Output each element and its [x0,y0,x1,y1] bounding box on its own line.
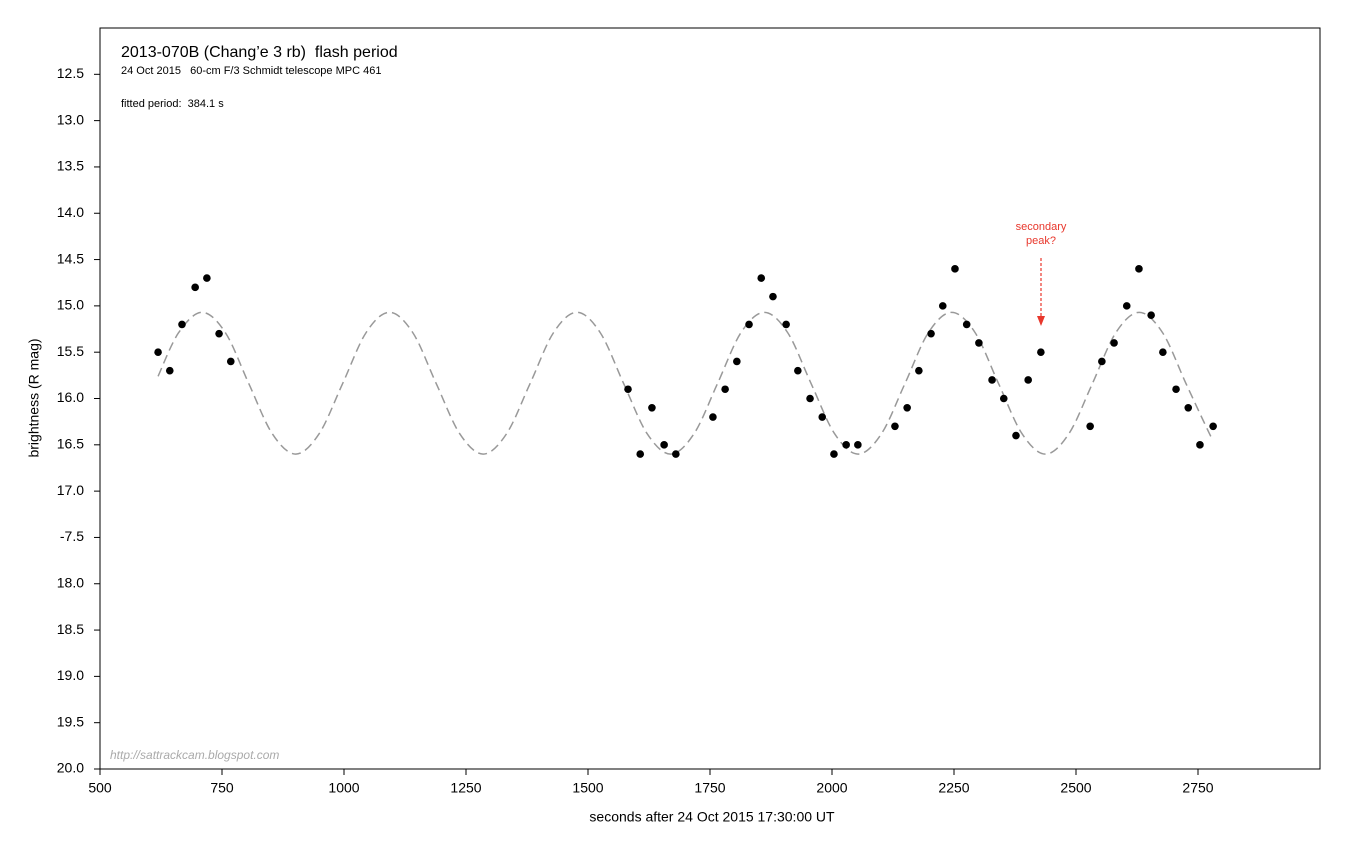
fit-curve [157,311,1214,455]
data-point [903,403,911,412]
y-tick-label: 20.0 [57,760,84,776]
y-tick-label: 18.5 [57,621,84,637]
x-tick-label: 1000 [328,780,359,796]
x-axis-label: seconds after 24 Oct 2015 17:30:00 UT [589,809,835,825]
data-point [1196,441,1204,449]
data-point [757,274,766,282]
data-point [975,339,983,347]
x-tick-label: 750 [210,780,234,796]
data-point [999,394,1008,403]
y-tick-label: 12.5 [57,65,84,81]
data-point [226,357,235,366]
data-point [1209,422,1217,431]
data-point [1037,348,1045,356]
chart-subtitle: 24 Oct 2015 60-cm F/3 Schmidt telescope … [121,65,381,77]
data-point [624,385,632,394]
data-point [854,441,862,449]
y-tick-label: 15.5 [57,343,84,359]
data-point [938,302,947,310]
x-tick-label: 1750 [694,780,725,796]
annotation-text: secondary [1016,221,1067,233]
data-point [648,403,656,412]
data-point [891,422,899,431]
data-point [769,292,777,301]
data-point [842,441,850,449]
data-point [1122,302,1131,310]
data-point [1135,265,1143,273]
data-point [951,265,959,273]
y-tick-label: 16.0 [57,389,84,405]
data-point [818,413,827,421]
data-point [1172,385,1180,394]
data-point [962,320,971,329]
data-point [1184,403,1193,412]
data-point [927,329,935,338]
y-tick-label: 13.5 [57,158,84,174]
data-point [636,450,645,458]
plot-frame [99,27,1321,770]
fit-note: fitted period: 384.1 s [121,98,224,110]
x-tick-label: 500 [88,780,112,796]
data-point [830,450,838,458]
data-point [672,450,680,458]
y-tick-label: 14.0 [57,204,84,220]
y-tick-label: 19.0 [57,667,84,683]
data-point [215,329,223,338]
x-tick-label: 1250 [450,780,481,796]
x-tick-label: 2250 [938,780,969,796]
annotation-arrowhead [1037,316,1045,326]
data-point [660,441,668,449]
data-point [1024,376,1032,384]
chart-title: 2013-070B (Chang’e 3 rb) flash period [121,44,398,61]
y-tick-label: 16.5 [57,436,84,452]
data-point [1098,357,1106,366]
y-tick-label: 19.5 [57,713,84,729]
data-point [988,376,996,384]
watermark: http://sattrackcam.blogspot.com [110,748,279,762]
y-tick-label: 13.0 [57,111,84,127]
data-point [745,320,753,329]
data-point [203,274,211,282]
y-tick-label: 17.0 [57,482,84,498]
data-point [191,283,199,292]
data-point [733,357,741,366]
data-point [1012,431,1020,440]
data-point [721,385,729,394]
x-tick-label: 2500 [1060,780,1091,796]
x-tick-label: 2000 [816,780,847,796]
data-point [709,413,717,421]
x-tick-label: 1500 [572,780,603,796]
data-point [806,394,814,403]
data-point [782,320,790,329]
data-point [1110,339,1118,347]
data-point [1147,311,1155,319]
data-point [154,348,162,356]
y-axis-label: brightness (R mag) [26,338,42,457]
data-point [794,366,802,375]
data-point [915,366,923,375]
y-tick-label: 14.5 [57,250,84,266]
data-point [165,366,174,375]
y-tick-label: 18.0 [57,574,84,590]
data-point [178,320,186,329]
y-tick-label: 15.0 [57,297,84,313]
x-tick-label: 2750 [1182,780,1213,796]
y-tick-label: -7.5 [60,528,84,544]
data-point [1086,422,1094,431]
data-point [1159,348,1167,356]
annotation-text: peak? [1026,235,1056,247]
